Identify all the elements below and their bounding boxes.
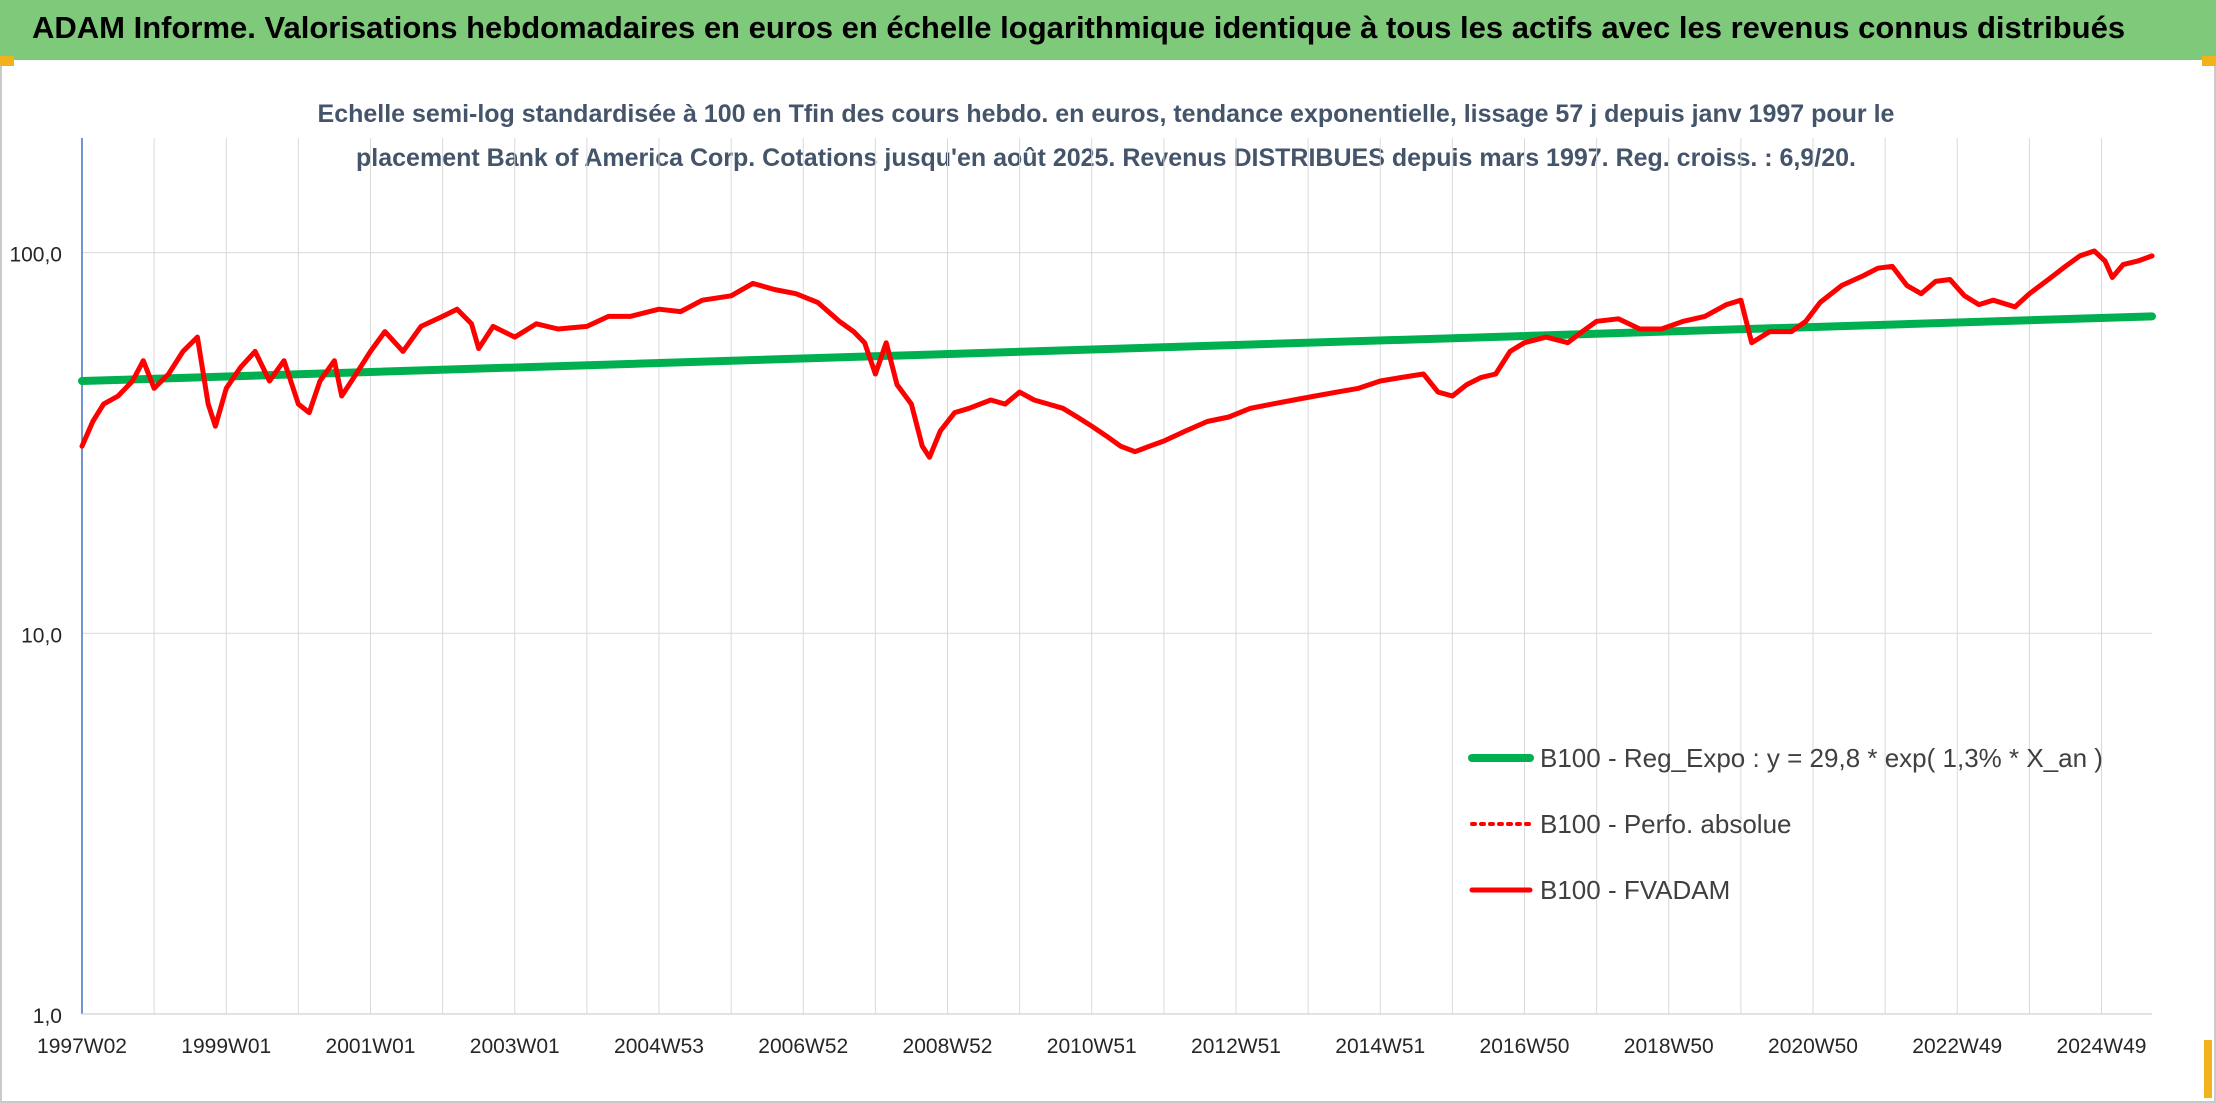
x-tick-label: 2010W51 (1047, 1035, 1137, 1058)
x-tick-label: 1997W02 (37, 1035, 127, 1058)
y-tick-label: 100,0 (9, 244, 62, 267)
series-line-2 (79, 248, 2155, 460)
series-line-0 (78, 312, 2156, 385)
y-tick-label: 10,0 (21, 624, 62, 647)
x-tick-label: 2006W52 (758, 1035, 848, 1058)
x-tick-label: 2018W50 (1624, 1035, 1714, 1058)
x-tick-label: 2008W52 (903, 1035, 993, 1058)
chart-subtitle: Echelle semi-log standardisée à 100 en T… (318, 100, 1895, 172)
legend-label: B100 - Reg_Expo : y = 29,8 * exp( 1,3% *… (1540, 743, 2103, 773)
corner-accent-bottom-right (2204, 1040, 2212, 1098)
x-tick-label: 2020W50 (1768, 1035, 1858, 1058)
x-tick-label: 2004W53 (614, 1035, 704, 1058)
grid (81, 138, 2152, 1015)
x-tick-label: 2024W49 (2057, 1035, 2147, 1058)
y-tick-label: 1,0 (33, 1005, 62, 1028)
legend-label: B100 - Perfo. absolue (1540, 809, 1792, 839)
x-tick-label: 2003W01 (470, 1035, 560, 1058)
x-tick-label: 2012W51 (1191, 1035, 1281, 1058)
chart-subtitle-line-2: placement Bank of America Corp. Cotation… (356, 144, 1856, 172)
x-tick-label: 1999W01 (181, 1035, 271, 1058)
x-tick-label: 2022W49 (1912, 1035, 2002, 1058)
x-tick-label: 2016W50 (1480, 1035, 1570, 1058)
x-tick-label: 2001W01 (326, 1035, 416, 1058)
corner-accent-top-right (2202, 56, 2216, 66)
page-title: ADAM Informe. Valorisations hebdomadaire… (32, 10, 2126, 45)
title-banner: ADAM Informe. Valorisations hebdomadaire… (0, 0, 2216, 60)
plot-area (78, 248, 2156, 460)
legend-label: B100 - FVADAM (1540, 875, 1730, 905)
chart-subtitle-line-1: Echelle semi-log standardisée à 100 en T… (318, 100, 1895, 128)
corner-accent-top-left (0, 56, 14, 66)
legend: B100 - Reg_Expo : y = 29,8 * exp( 1,3% *… (1468, 743, 2103, 905)
x-tick-label: 2014W51 (1335, 1035, 1425, 1058)
axes: 1,0 10,0 100,0 1997W02 1999W01 2001W01 2003W01… (9, 138, 2152, 1058)
